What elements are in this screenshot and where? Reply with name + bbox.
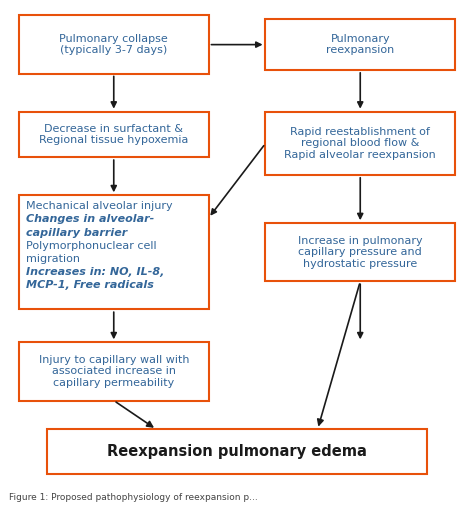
Text: migration: migration [26, 254, 80, 264]
FancyBboxPatch shape [19, 15, 209, 74]
Text: capillary barrier: capillary barrier [26, 228, 128, 238]
Text: Pulmonary
reexpansion: Pulmonary reexpansion [326, 34, 394, 55]
FancyBboxPatch shape [265, 19, 455, 70]
FancyBboxPatch shape [265, 112, 455, 175]
FancyBboxPatch shape [19, 112, 209, 157]
FancyBboxPatch shape [265, 223, 455, 281]
Text: Mechanical alveolar injury: Mechanical alveolar injury [26, 201, 173, 211]
FancyBboxPatch shape [47, 429, 427, 474]
Text: Injury to capillary wall with
associated increase in
capillary permeability: Injury to capillary wall with associated… [38, 355, 189, 388]
Text: Increase in pulmonary
capillary pressure and
hydrostatic pressure: Increase in pulmonary capillary pressure… [298, 236, 422, 269]
FancyBboxPatch shape [19, 342, 209, 401]
Text: Polymorphonuclear cell: Polymorphonuclear cell [26, 241, 157, 251]
Text: Pulmonary collapse
(typically 3-7 days): Pulmonary collapse (typically 3-7 days) [59, 33, 168, 55]
Text: MCP-1, Free radicals: MCP-1, Free radicals [26, 280, 154, 291]
FancyBboxPatch shape [19, 195, 209, 309]
Text: Reexpansion pulmonary edema: Reexpansion pulmonary edema [107, 444, 367, 459]
Text: Figure 1: Proposed pathophysiology of reexpansion p...: Figure 1: Proposed pathophysiology of re… [9, 493, 258, 502]
Text: Decrease in surfactant &
Regional tissue hypoxemia: Decrease in surfactant & Regional tissue… [39, 124, 189, 145]
Text: Increases in: NO, IL-8,: Increases in: NO, IL-8, [26, 267, 164, 277]
Text: Rapid reestablishment of
regional blood flow &
Rapid alveolar reexpansion: Rapid reestablishment of regional blood … [284, 127, 436, 160]
Text: Changes in alveolar-: Changes in alveolar- [26, 214, 155, 225]
